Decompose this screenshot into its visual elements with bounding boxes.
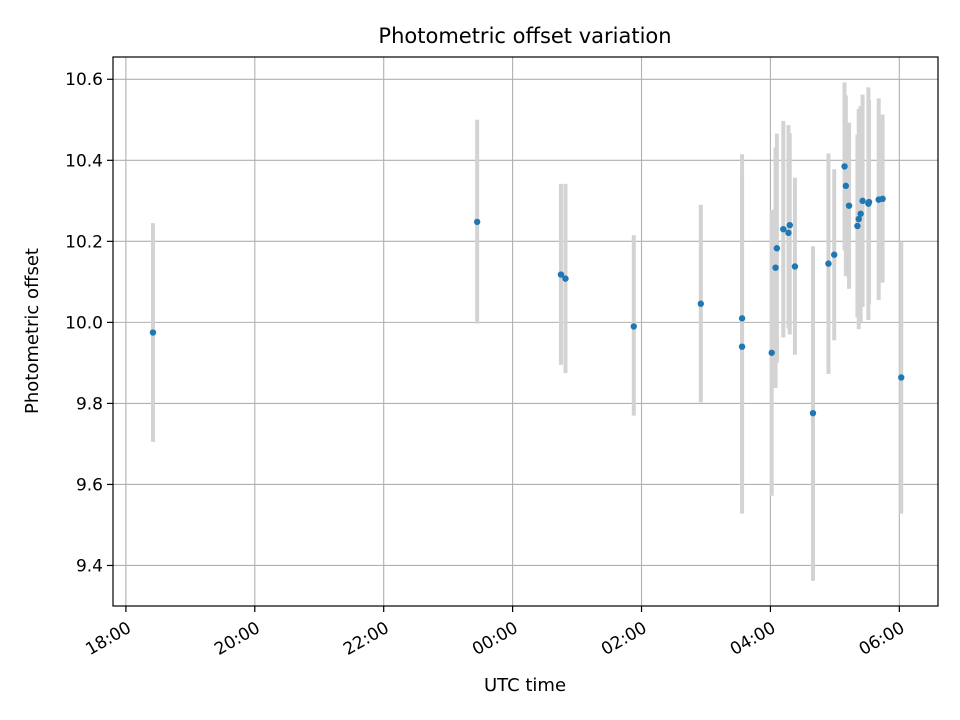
y-axis-ticks: 9.4 9.6 9.8 10.0 10.2 10.4 10.6: [65, 70, 113, 576]
y-tick-label: 9.4: [76, 556, 103, 576]
data-point: [791, 263, 799, 270]
data-point: [562, 275, 569, 282]
data-point: [831, 251, 838, 258]
data-points: [149, 163, 905, 417]
y-tick-label: 10.0: [65, 313, 103, 333]
data-point: [738, 315, 746, 322]
data-point: [780, 225, 787, 233]
data-point: [768, 349, 775, 356]
data-point: [557, 271, 565, 278]
data-point: [865, 198, 873, 206]
data-point: [845, 202, 853, 209]
data-point: [786, 221, 793, 229]
data-point: [149, 329, 157, 336]
data-point: [697, 300, 705, 307]
data-point: [879, 195, 886, 203]
data-point: [738, 343, 746, 350]
y-tick-label: 10.4: [65, 151, 103, 171]
data-point: [842, 182, 850, 190]
y-tick-label: 10.6: [65, 70, 103, 90]
data-point: [854, 222, 861, 230]
plot-area-frame: [112, 56, 939, 607]
data-point: [825, 260, 832, 267]
x-axis-label: UTC time: [484, 675, 566, 696]
data-point: [859, 197, 866, 205]
y-axis-label: Photometric offset: [22, 248, 43, 414]
data-point: [841, 163, 848, 170]
data-point: [898, 374, 905, 381]
data-point: [772, 264, 779, 271]
y-tick-label: 9.8: [76, 394, 103, 414]
y-tick-label: 9.6: [76, 475, 103, 495]
y-tick-label: 10.2: [65, 232, 103, 252]
data-point: [809, 409, 817, 417]
data-point: [630, 323, 637, 330]
data-point: [855, 215, 862, 223]
chart-title: Photometric offset variation: [378, 24, 671, 48]
data-point: [773, 245, 781, 252]
data-point: [785, 229, 792, 237]
data-point: [857, 210, 864, 217]
data-point: [473, 218, 481, 226]
